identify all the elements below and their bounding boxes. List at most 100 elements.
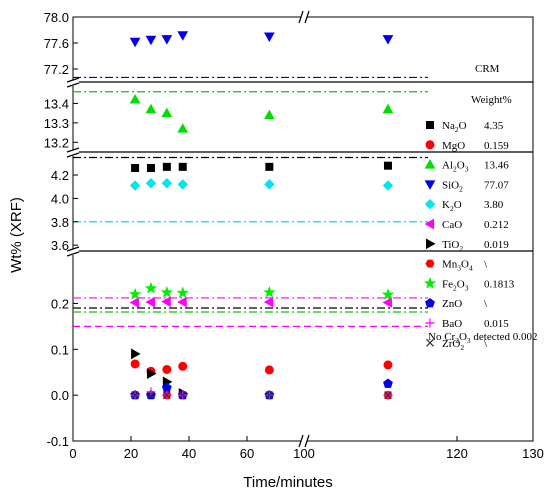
legend-value: 0.212 — [484, 219, 509, 231]
point-na2o — [162, 162, 171, 171]
point-sio2 — [129, 37, 141, 48]
legend-value: 0.1813 — [484, 278, 515, 290]
y-tick-label: 13.4 — [44, 96, 69, 111]
legend-label: Mn3O4 — [442, 259, 473, 273]
y-tick-label: 3.6 — [51, 238, 69, 253]
legend-value: 13.46 — [484, 160, 509, 172]
point-sio2 — [263, 32, 275, 43]
point-na2o — [265, 162, 274, 171]
point-cao — [129, 297, 140, 308]
point-fe2o3 — [263, 285, 276, 298]
panel-note-upper: Weight% — [471, 94, 512, 106]
point-mgo — [383, 360, 393, 370]
point-zro2 — [384, 391, 392, 400]
axis-breaks — [66, 10, 310, 448]
y-tick-label: 4.0 — [51, 191, 69, 206]
legend-label: ZrO2 — [442, 338, 464, 352]
point-cao — [177, 296, 187, 308]
legend-marker-k2o — [424, 198, 436, 210]
legend-value: \ — [484, 259, 488, 271]
point-fe2o3 — [160, 285, 173, 298]
x-tick-label: 100 — [293, 446, 315, 461]
legend-value: \ — [484, 338, 488, 350]
point-al2o3 — [382, 103, 394, 114]
point-zro2 — [178, 391, 187, 400]
legend-marker-al2o3 — [424, 159, 436, 169]
legend-value: 0.015 — [484, 318, 509, 330]
point-al2o3 — [145, 103, 157, 114]
panel-note-top: CRM — [475, 63, 500, 75]
point-k2o — [129, 180, 141, 191]
legend-label: CaO — [442, 219, 462, 231]
point-mgo — [264, 365, 274, 375]
y-axis-label: Wt% (XRF) — [8, 197, 25, 273]
legend-marker-bao — [425, 318, 435, 328]
legend-marker-zno — [425, 298, 435, 308]
point-al2o3 — [177, 123, 189, 133]
point-fe2o3 — [144, 281, 158, 294]
legend-marker-cao — [424, 218, 434, 230]
point-sio2 — [177, 31, 189, 41]
plot-frame — [72, 16, 534, 442]
point-na2o — [383, 161, 392, 170]
legend-marker-fe2o3 — [423, 276, 437, 289]
legend: Na2O 4.35 MgO 0.159 Al2O3 13.46 SiO2 77.07 K2O 3.… — [423, 120, 515, 352]
legend-label: Al2O3 — [442, 160, 469, 174]
legend-marker-tio2 — [426, 238, 436, 250]
y-tick-label: 13.3 — [44, 116, 69, 131]
legend-marker-mn3o4 — [425, 259, 435, 268]
point-zro2 — [131, 391, 140, 400]
legend-label: ZnO — [442, 298, 462, 310]
point-cao — [382, 297, 392, 308]
x-tick-label: 40 — [182, 446, 196, 461]
point-zno — [383, 378, 393, 388]
point-k2o — [145, 178, 157, 189]
legend-label: Na2O — [442, 120, 467, 134]
legend-marker-mgo — [425, 140, 435, 150]
point-zro2 — [265, 391, 274, 400]
point-mgo — [130, 359, 140, 369]
y-tick-label: 77.6 — [44, 36, 69, 51]
point-k2o — [177, 179, 188, 190]
y-axis-ticks: 78.0 77.6 77.2 13.4 13.3 13.2 4.2 4.0 3.8 3.6 0.2 0… — [44, 10, 78, 449]
point-k2o — [264, 179, 275, 190]
point-cao — [263, 296, 274, 308]
point-mgo — [162, 364, 172, 374]
x-tick-label: 120 — [446, 446, 468, 461]
y-tick-label: 4.2 — [51, 168, 69, 183]
data-points — [128, 31, 395, 400]
y-tick-label: 0.2 — [51, 296, 69, 311]
legend-marker-zro2 — [426, 338, 434, 347]
point-na2o — [178, 162, 187, 171]
point-tio2 — [146, 368, 157, 379]
legend-label: Fe2O3 — [442, 278, 469, 292]
x-axis-label: Time/minutes — [243, 474, 332, 491]
legend-label: SiO2 — [442, 179, 463, 193]
legend-value: 3.80 — [484, 199, 504, 211]
point-cao — [145, 296, 155, 308]
point-fe2o3 — [128, 287, 142, 300]
point-al2o3 — [129, 94, 141, 104]
x-tick-label: 130 — [522, 446, 544, 461]
point-zro2 — [147, 391, 155, 400]
legend-value: 4.35 — [484, 120, 504, 132]
point-k2o — [382, 180, 394, 191]
legend-value: 0.019 — [484, 239, 509, 251]
y-tick-label: 0.0 — [51, 388, 69, 403]
point-al2o3 — [161, 107, 173, 118]
panel-notes: CRM Weight% No Cr2O3 detected 0.002 — [428, 63, 538, 345]
point-tio2 — [131, 348, 141, 360]
point-fe2o3 — [381, 288, 395, 300]
point-mgo — [178, 361, 188, 371]
point-na2o — [146, 164, 155, 173]
y-tick-label: 3.8 — [51, 215, 69, 230]
legend-label: K2O — [442, 199, 462, 213]
reference-lines — [73, 76, 428, 327]
legend-value: 77.07 — [484, 179, 509, 191]
point-cao — [161, 296, 171, 307]
y-tick-label: 0.1 — [51, 342, 69, 357]
point-na2o — [131, 164, 140, 173]
point-al2o3 — [263, 109, 275, 120]
legend-value: 0.159 — [484, 140, 509, 152]
